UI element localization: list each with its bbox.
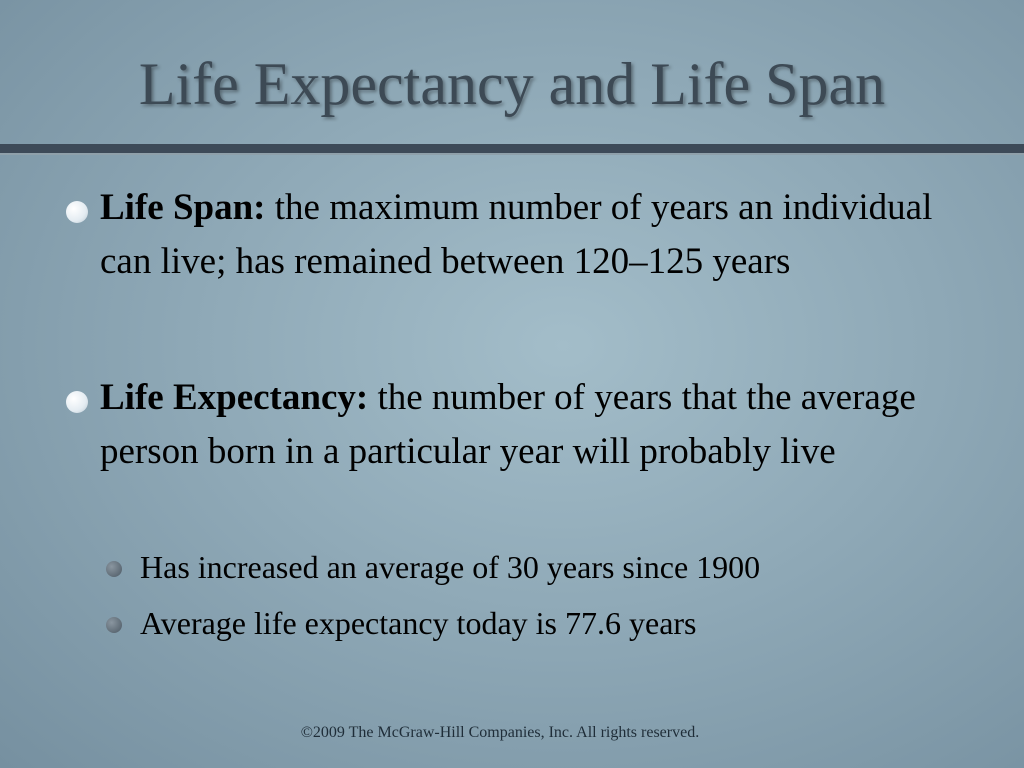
slide-title: Life Expectancy and Life Span	[138, 51, 886, 117]
footer: ©2009 The McGraw-Hill Companies, Inc. Al…	[300, 724, 700, 741]
sub-bullet: Has increased an average of 30 years sin…	[105, 549, 761, 585]
sub-bullet: Average life expectancy today is 77.6 ye…	[106, 605, 697, 641]
bullet-text: the maximum number of years an individua…	[100, 187, 933, 282]
bullet-term: Life Span:	[100, 187, 266, 228]
bullet-term: Life Expectancy:	[100, 377, 369, 418]
title-rule	[0, 144, 1024, 155]
bullet: Life Span: the maximum number of years a…	[66, 181, 970, 289]
bullet: Life Expectancy: the number of years tha…	[66, 371, 970, 479]
bullet-text: the number of years that the average per…	[100, 377, 916, 472]
